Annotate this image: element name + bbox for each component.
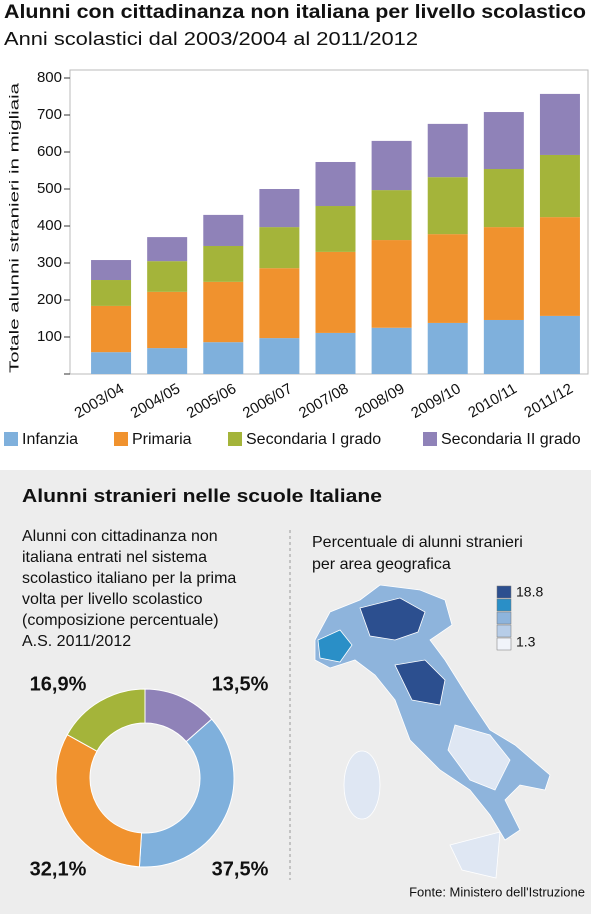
bar-segment bbox=[483, 319, 524, 374]
x-tick-label: 2008/09 bbox=[352, 380, 407, 422]
legend-swatch bbox=[496, 624, 512, 638]
data-label: 13,5% bbox=[212, 673, 269, 695]
bar-segment bbox=[427, 234, 468, 323]
description-line: volta per livello scolastico bbox=[22, 591, 203, 608]
bar-segment bbox=[147, 261, 188, 292]
legend-swatch bbox=[496, 598, 512, 612]
map-legend-min: 1.3 bbox=[516, 634, 536, 650]
map-sardinia bbox=[343, 750, 381, 820]
legend-swatch bbox=[423, 432, 437, 446]
source: Fonte: Ministero dell'Istruzione bbox=[409, 884, 585, 899]
description-line: italiana entrati nel sistema bbox=[22, 549, 207, 566]
legend-label: Primaria bbox=[132, 431, 192, 448]
y-tick-label: 800 bbox=[37, 69, 62, 86]
x-tick-label: 2006/07 bbox=[240, 380, 295, 422]
x-tick-label: 2007/08 bbox=[296, 380, 351, 422]
description: Alunni con cittadinanza non italiana ent… bbox=[22, 528, 236, 650]
bar-segment bbox=[371, 327, 412, 374]
bar-segment bbox=[427, 123, 468, 178]
panel-title: Alunni stranieri nelle scuole Italiane bbox=[22, 486, 382, 506]
bar-segment bbox=[91, 305, 132, 353]
bar-segment bbox=[259, 227, 300, 269]
bar-segment bbox=[91, 260, 132, 281]
bar-segment bbox=[371, 240, 412, 328]
map-sicily bbox=[449, 831, 501, 879]
bar-segment bbox=[483, 227, 524, 320]
y-tick-label: 600 bbox=[37, 143, 62, 160]
bar-segment bbox=[203, 281, 244, 343]
chart-subtitle: Anni scolastici dal 2003/2004 al 2011/20… bbox=[4, 29, 418, 49]
x-tick-label: 2011/12 bbox=[521, 380, 575, 421]
legend-swatch bbox=[4, 432, 18, 446]
map-title: per area geografica bbox=[312, 556, 451, 573]
data-label: 16,9% bbox=[30, 673, 87, 695]
bar-segment bbox=[315, 206, 356, 252]
legend-swatch bbox=[114, 432, 128, 446]
x-tick-label: 2005/06 bbox=[184, 380, 239, 422]
data-label: 37,5% bbox=[212, 858, 269, 880]
bar-segment bbox=[259, 189, 300, 228]
description-line: Alunni con cittadinanza non bbox=[22, 528, 218, 545]
x-tick-label: 2010/11 bbox=[465, 380, 519, 421]
description-line: scolastico italiano per la prima bbox=[22, 570, 236, 587]
bar-segment bbox=[91, 280, 132, 306]
x-tick-label: 2009/10 bbox=[408, 380, 463, 422]
bar-segment bbox=[203, 214, 244, 246]
donut-segment bbox=[55, 733, 143, 868]
y-tick-label: 300 bbox=[37, 254, 62, 271]
bar-segment bbox=[539, 93, 580, 155]
y-tick-label: 500 bbox=[37, 180, 62, 197]
chart-title: Alunni con cittadinanza non italiana per… bbox=[4, 2, 586, 23]
map-region bbox=[317, 629, 353, 663]
bar-segment bbox=[203, 245, 244, 282]
bar-segment bbox=[427, 177, 468, 235]
bar-segment bbox=[147, 348, 188, 374]
y-tick-label: 100 bbox=[37, 328, 62, 345]
donut-segment bbox=[66, 688, 146, 752]
bar-segment bbox=[539, 217, 580, 316]
legend-label: Secondaria II grado bbox=[441, 431, 581, 448]
bar-segment bbox=[427, 322, 468, 374]
bar-segment bbox=[203, 342, 244, 374]
description-line: (composizione percentuale) bbox=[22, 612, 219, 629]
y-tick-label: 700 bbox=[37, 106, 62, 123]
bar-segment bbox=[539, 154, 580, 218]
legend-label: Secondaria I grado bbox=[246, 431, 381, 448]
bar-segment bbox=[259, 268, 300, 339]
bar-segment bbox=[483, 169, 524, 228]
x-tick-label: 2004/05 bbox=[128, 380, 183, 422]
description-line: A.S. 2011/2012 bbox=[22, 633, 131, 650]
bar-segment bbox=[147, 291, 188, 349]
legend-label: Infanzia bbox=[22, 431, 78, 448]
map-title: Percentuale di alunni stranieri bbox=[312, 534, 523, 551]
map-region bbox=[447, 724, 511, 791]
bar-segment bbox=[315, 251, 356, 333]
legend-swatch bbox=[228, 432, 242, 446]
map-region bbox=[394, 659, 446, 706]
bar-segment bbox=[147, 237, 188, 262]
y-axis-label: Totale alunni stranieri in migliaia bbox=[6, 82, 21, 373]
legend-swatch bbox=[496, 585, 512, 599]
bar-segment bbox=[539, 315, 580, 374]
bar-segment bbox=[259, 338, 300, 374]
map-legend bbox=[496, 585, 512, 651]
legend-swatch bbox=[496, 611, 512, 625]
bar-segment bbox=[371, 190, 412, 241]
data-label: 32,1% bbox=[30, 858, 87, 880]
map-legend-max: 18.8 bbox=[516, 584, 543, 600]
map bbox=[314, 584, 551, 879]
y-tick-label: 200 bbox=[37, 291, 62, 308]
y-tick-label: 400 bbox=[37, 217, 62, 234]
bar-segment bbox=[371, 140, 412, 191]
bar-segment bbox=[315, 161, 356, 207]
bar-segment bbox=[483, 112, 524, 170]
bar-segment bbox=[315, 332, 356, 374]
bar-segment bbox=[91, 352, 132, 374]
x-tick-label: 2003/04 bbox=[72, 380, 127, 422]
donut-segment bbox=[138, 718, 235, 868]
legend-swatch bbox=[496, 637, 512, 651]
map-region bbox=[359, 597, 426, 641]
